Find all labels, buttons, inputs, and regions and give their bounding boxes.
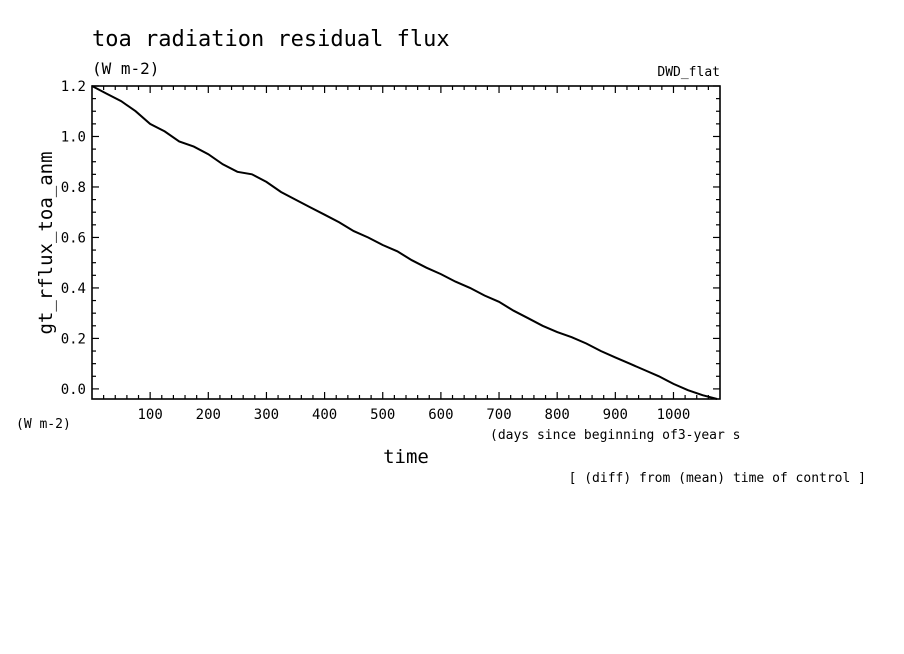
- y-tick-label: 1.0: [61, 129, 86, 145]
- x-tick-label: 100: [137, 407, 162, 423]
- x-tick-label: 500: [370, 407, 395, 423]
- x-axis-tick-labels: 100 200 300 400 500 600 700 800 900 1000: [137, 407, 690, 423]
- plot-frame: [91, 85, 721, 400]
- y-tick-label: 0.6: [61, 230, 86, 246]
- x-axis-ticks: [103, 86, 709, 399]
- series-line-gt-rflux-toa-anm: [91, 85, 718, 400]
- x-tick-label: 200: [196, 407, 221, 423]
- y-axis-label: gt_rflux_toa_anm: [35, 151, 57, 334]
- y-axis-tick-labels: 0.0 0.2 0.4 0.6 0.8 1.0 1.2: [61, 79, 86, 398]
- x-tick-label: 1000: [657, 407, 691, 423]
- x-tick-label: 400: [312, 407, 337, 423]
- y-tick-label: 0.2: [61, 331, 86, 347]
- y-tick-label: 0.8: [61, 180, 86, 196]
- chart-title: toa radiation residual flux: [92, 27, 450, 52]
- x-tick-label: 800: [545, 407, 570, 423]
- y-tick-label: 0.4: [61, 281, 86, 297]
- chart-subtitle: (W m-2): [92, 59, 159, 78]
- footnote: [ (diff) from (mean) time of control ]: [569, 471, 866, 486]
- y-tick-label: 0.0: [61, 382, 86, 398]
- model-label: DWD_flat: [657, 65, 720, 80]
- y-tick-label: 1.2: [61, 79, 86, 95]
- x-tick-label: 900: [603, 407, 628, 423]
- x-tick-label: 600: [428, 407, 453, 423]
- y-axis-units: (W m-2): [16, 417, 71, 432]
- x-axis-units: (days since beginning of3-year s: [490, 428, 740, 443]
- x-axis-label: time: [383, 446, 429, 468]
- x-tick-label: 700: [486, 407, 511, 423]
- y-axis-ticks: [92, 85, 720, 390]
- x-tick-label: 300: [254, 407, 279, 423]
